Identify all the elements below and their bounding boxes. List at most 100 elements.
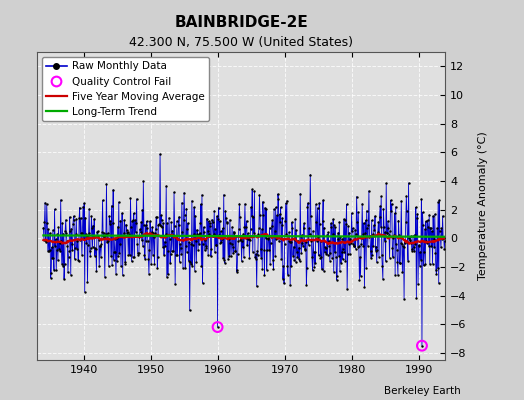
Point xyxy=(154,254,162,260)
Point xyxy=(152,214,160,221)
Point xyxy=(396,260,404,267)
Point xyxy=(421,226,429,232)
Point xyxy=(439,213,447,219)
Point xyxy=(192,238,200,244)
Point xyxy=(139,178,148,184)
Point xyxy=(235,200,244,207)
Point xyxy=(188,263,196,269)
Point xyxy=(52,267,60,274)
Point xyxy=(49,254,58,261)
Point xyxy=(272,212,281,218)
Point xyxy=(432,271,441,277)
Point xyxy=(300,220,308,226)
Point xyxy=(289,252,297,259)
Point xyxy=(203,215,211,222)
Point xyxy=(81,289,89,295)
Point xyxy=(271,204,280,210)
Point xyxy=(214,204,223,211)
Point xyxy=(365,234,374,240)
Point xyxy=(402,208,411,214)
Point xyxy=(397,240,405,246)
Point xyxy=(349,241,357,248)
Point xyxy=(133,240,141,247)
Point xyxy=(188,198,196,204)
Point xyxy=(358,200,366,207)
Point xyxy=(364,242,372,249)
Point xyxy=(175,214,183,220)
Point xyxy=(44,226,52,233)
Point xyxy=(119,232,127,239)
Point xyxy=(434,280,443,286)
Point xyxy=(126,195,135,201)
Point xyxy=(223,220,231,226)
Point xyxy=(288,225,297,231)
Point xyxy=(298,240,307,246)
Point xyxy=(363,225,372,232)
Point xyxy=(141,222,150,228)
Point xyxy=(295,244,303,251)
Point xyxy=(384,218,392,224)
Point xyxy=(238,238,246,244)
Point xyxy=(297,250,305,256)
Point xyxy=(408,245,417,252)
Point xyxy=(433,225,441,231)
Point xyxy=(337,260,345,266)
Point xyxy=(415,242,423,248)
Point xyxy=(376,203,384,210)
Point xyxy=(88,225,96,232)
Point xyxy=(369,242,378,249)
Point xyxy=(103,239,111,246)
Point xyxy=(41,238,50,244)
Point xyxy=(394,272,402,278)
Point xyxy=(159,220,168,226)
Point xyxy=(438,225,446,232)
Point xyxy=(58,220,67,226)
Point xyxy=(438,236,446,242)
Point xyxy=(140,222,148,228)
Point xyxy=(430,236,438,242)
Point xyxy=(61,228,69,234)
Point xyxy=(143,225,151,231)
Point xyxy=(315,220,324,227)
Point xyxy=(322,245,330,252)
Point xyxy=(84,230,93,237)
Point xyxy=(300,246,309,253)
Point xyxy=(101,233,110,239)
Point xyxy=(116,240,124,247)
Point xyxy=(328,255,336,261)
Point xyxy=(251,254,259,260)
Point xyxy=(337,249,346,256)
Point xyxy=(225,252,234,259)
Point xyxy=(184,258,193,264)
Point xyxy=(299,224,308,231)
Point xyxy=(420,249,429,255)
Point xyxy=(233,267,242,273)
Point xyxy=(199,241,208,247)
Point xyxy=(247,213,256,219)
Point xyxy=(127,224,135,230)
Point xyxy=(149,252,157,258)
Point xyxy=(176,258,184,265)
Point xyxy=(403,238,412,245)
Point xyxy=(278,215,287,221)
Point xyxy=(331,224,340,231)
Point xyxy=(97,254,105,260)
Point xyxy=(50,267,58,273)
Point xyxy=(269,266,278,272)
Point xyxy=(193,231,202,237)
Point xyxy=(385,232,393,238)
Point xyxy=(193,226,201,233)
Point xyxy=(234,250,242,257)
Point xyxy=(353,219,362,225)
Point xyxy=(54,224,63,230)
Point xyxy=(352,231,361,238)
Point xyxy=(56,240,64,246)
Point xyxy=(151,230,159,236)
Point xyxy=(121,259,129,266)
Point xyxy=(346,236,355,242)
Point xyxy=(321,249,329,256)
Point xyxy=(226,240,235,246)
Point xyxy=(68,247,77,254)
Point xyxy=(135,250,143,256)
Point xyxy=(385,254,394,261)
